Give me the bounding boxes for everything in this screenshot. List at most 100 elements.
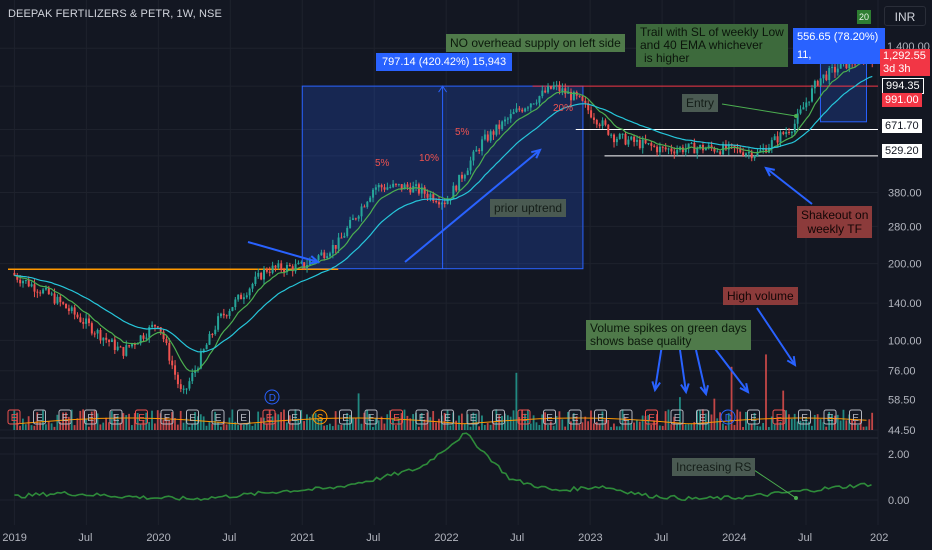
candle-body bbox=[489, 131, 492, 141]
volume-bar bbox=[44, 424, 47, 430]
volume-bar bbox=[742, 426, 744, 430]
volume-bar bbox=[610, 426, 612, 430]
candle-body bbox=[483, 134, 486, 140]
x-axis-label: 2021 bbox=[290, 532, 314, 544]
volume-bar bbox=[42, 410, 44, 430]
volume-bar bbox=[486, 423, 489, 430]
candle-body bbox=[412, 185, 415, 193]
candle-body bbox=[392, 183, 395, 187]
candle-body bbox=[463, 175, 466, 179]
candle-body bbox=[323, 252, 326, 259]
earnings-marker bbox=[543, 409, 556, 425]
volume-bar bbox=[417, 426, 420, 430]
candle-body bbox=[331, 245, 334, 254]
dividend-marker bbox=[720, 409, 736, 425]
volume-bar bbox=[271, 416, 274, 430]
candle-body bbox=[788, 132, 791, 134]
earnings-marker bbox=[288, 409, 301, 425]
candle-body bbox=[590, 110, 593, 118]
volume-bar bbox=[466, 414, 469, 430]
volume-bar bbox=[592, 423, 595, 430]
candle-body bbox=[179, 384, 182, 390]
currency-button[interactable]: INR bbox=[884, 6, 926, 26]
event-marker-label: E bbox=[266, 413, 273, 424]
candle-body bbox=[506, 118, 509, 120]
candle-body bbox=[667, 148, 670, 150]
candle-body bbox=[76, 314, 79, 318]
volume-bar bbox=[128, 413, 130, 430]
volume-bar bbox=[73, 425, 76, 430]
x-axis-label: 2022 bbox=[434, 532, 458, 544]
volume-bar bbox=[785, 410, 787, 430]
rs-axis-label: 2.00 bbox=[888, 449, 909, 461]
volume-bar bbox=[529, 423, 532, 430]
earnings-marker bbox=[135, 409, 148, 425]
volume-bar bbox=[268, 410, 271, 430]
event-marker-label: E bbox=[291, 413, 298, 424]
volume-bar bbox=[833, 415, 836, 430]
event-marker-label: E bbox=[189, 413, 196, 424]
candle-body bbox=[182, 388, 185, 390]
candle-body bbox=[254, 276, 257, 284]
volume-bar bbox=[756, 425, 759, 430]
candle-body bbox=[822, 74, 825, 79]
earnings-marker bbox=[568, 409, 582, 425]
indicator-badge[interactable]: 20 bbox=[857, 10, 871, 24]
volume-bar bbox=[148, 422, 151, 430]
volume-bar bbox=[716, 418, 719, 430]
ema-fast-line bbox=[14, 60, 873, 372]
volume-bar bbox=[156, 410, 159, 430]
volume-bar bbox=[460, 413, 463, 430]
earnings-marker bbox=[466, 409, 480, 425]
candle-body bbox=[615, 138, 618, 143]
event-marker-label: E bbox=[801, 413, 808, 424]
candle-body bbox=[73, 307, 76, 315]
earnings-marker bbox=[849, 409, 862, 425]
arrow-high-volume-head bbox=[786, 355, 797, 367]
volume-bar bbox=[254, 423, 257, 430]
candle-body bbox=[85, 318, 88, 324]
candle-body bbox=[472, 151, 475, 161]
candle-body bbox=[13, 272, 16, 276]
arrow-volume-spike bbox=[654, 344, 663, 391]
candle-body bbox=[199, 352, 202, 369]
candle-body bbox=[225, 315, 228, 317]
candle-body bbox=[374, 187, 377, 190]
candle-body bbox=[799, 109, 802, 114]
volume-bar bbox=[690, 423, 693, 430]
volume-bar bbox=[567, 412, 569, 430]
volume-bar bbox=[578, 424, 581, 430]
volume-bar bbox=[136, 413, 139, 430]
volume-bar bbox=[277, 414, 280, 430]
earnings-marker bbox=[109, 409, 123, 425]
volume-bar bbox=[225, 424, 228, 430]
earnings-marker bbox=[441, 409, 454, 425]
event-marker-label: E bbox=[87, 413, 94, 424]
volume-bar bbox=[354, 417, 357, 430]
volume-bar bbox=[627, 420, 630, 430]
volume-bar bbox=[799, 420, 802, 430]
volume-bar bbox=[656, 414, 658, 430]
event-marker-label: E bbox=[623, 413, 630, 424]
volume-bar bbox=[306, 414, 308, 430]
volume-bar bbox=[394, 425, 397, 430]
volume-bar bbox=[337, 424, 340, 430]
candle-body bbox=[653, 145, 656, 147]
volume-bar bbox=[811, 425, 813, 430]
volume-bar bbox=[145, 412, 148, 430]
volume-bar bbox=[125, 415, 128, 430]
candle-body bbox=[501, 121, 504, 129]
candle-body bbox=[219, 313, 222, 317]
volume-bar bbox=[750, 423, 753, 430]
volume-bar bbox=[483, 424, 486, 430]
volume-bar bbox=[595, 421, 598, 430]
candle-body bbox=[174, 365, 177, 375]
x-axis-label: 2023 bbox=[578, 532, 602, 544]
chart-title: DEEPAK FERTILIZERS & PETR, 1W, NSE bbox=[8, 8, 222, 20]
candle-body bbox=[99, 329, 102, 341]
volume-bar bbox=[314, 413, 317, 430]
earnings-marker bbox=[33, 409, 46, 425]
earnings-marker bbox=[772, 409, 786, 425]
volume-bar bbox=[93, 410, 96, 430]
candle-body bbox=[435, 200, 438, 203]
